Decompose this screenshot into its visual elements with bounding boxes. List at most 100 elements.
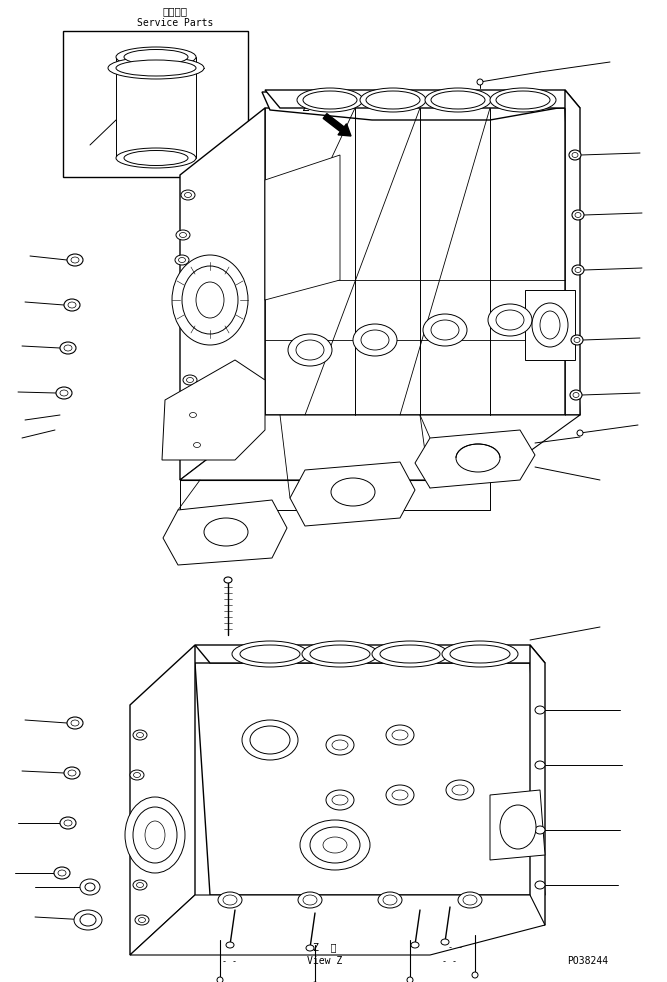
Ellipse shape	[452, 785, 468, 795]
Ellipse shape	[182, 266, 238, 334]
Ellipse shape	[306, 945, 314, 951]
Ellipse shape	[60, 390, 68, 396]
Ellipse shape	[425, 88, 491, 112]
Ellipse shape	[133, 730, 147, 740]
Ellipse shape	[64, 299, 80, 311]
Ellipse shape	[58, 870, 66, 876]
Ellipse shape	[477, 79, 483, 85]
Ellipse shape	[386, 725, 414, 745]
FancyArrow shape	[323, 114, 351, 136]
Ellipse shape	[361, 330, 389, 350]
Ellipse shape	[442, 641, 518, 667]
Ellipse shape	[56, 387, 72, 399]
Ellipse shape	[575, 212, 581, 217]
Ellipse shape	[124, 49, 188, 65]
Polygon shape	[265, 155, 340, 300]
Ellipse shape	[71, 720, 79, 726]
Ellipse shape	[572, 265, 584, 275]
Ellipse shape	[71, 257, 79, 263]
Ellipse shape	[500, 805, 536, 849]
Ellipse shape	[217, 977, 223, 982]
Ellipse shape	[535, 706, 545, 714]
Polygon shape	[530, 645, 545, 925]
Text: View Z: View Z	[307, 956, 343, 966]
Text: - -: - -	[448, 943, 462, 952]
Ellipse shape	[310, 645, 370, 663]
Ellipse shape	[458, 892, 482, 908]
Ellipse shape	[392, 790, 408, 800]
Polygon shape	[130, 645, 195, 955]
Ellipse shape	[116, 47, 196, 67]
Ellipse shape	[196, 282, 224, 318]
Ellipse shape	[54, 867, 70, 879]
Ellipse shape	[490, 88, 556, 112]
Ellipse shape	[366, 91, 420, 109]
Ellipse shape	[332, 795, 348, 805]
Ellipse shape	[569, 150, 581, 160]
Ellipse shape	[378, 892, 402, 908]
Text: - -: - -	[223, 956, 237, 965]
Text: Z: Z	[302, 100, 309, 114]
Polygon shape	[565, 90, 580, 415]
Ellipse shape	[133, 807, 177, 863]
Ellipse shape	[383, 895, 397, 905]
Polygon shape	[525, 290, 575, 360]
Ellipse shape	[407, 977, 413, 982]
Text: Service Parts: Service Parts	[137, 18, 213, 28]
Ellipse shape	[130, 770, 144, 780]
Text: 補給専用: 補給専用	[163, 6, 187, 16]
Text: Z  視: Z 視	[313, 942, 337, 952]
Polygon shape	[290, 462, 415, 526]
Ellipse shape	[441, 939, 449, 945]
Ellipse shape	[60, 342, 76, 354]
Polygon shape	[195, 663, 545, 895]
Ellipse shape	[124, 150, 188, 166]
Ellipse shape	[68, 302, 76, 308]
Ellipse shape	[190, 440, 204, 450]
Ellipse shape	[392, 730, 408, 740]
Ellipse shape	[303, 895, 317, 905]
Ellipse shape	[297, 88, 363, 112]
Polygon shape	[63, 31, 248, 177]
Ellipse shape	[372, 641, 448, 667]
Ellipse shape	[67, 717, 83, 729]
Ellipse shape	[535, 881, 545, 889]
Polygon shape	[163, 500, 287, 565]
Polygon shape	[195, 645, 545, 663]
Ellipse shape	[116, 60, 196, 76]
Ellipse shape	[133, 880, 147, 890]
Ellipse shape	[535, 826, 545, 834]
Polygon shape	[265, 90, 580, 108]
Ellipse shape	[472, 972, 478, 978]
Ellipse shape	[353, 324, 397, 356]
Ellipse shape	[64, 820, 72, 826]
Ellipse shape	[176, 230, 190, 240]
Ellipse shape	[300, 820, 370, 870]
Ellipse shape	[326, 790, 354, 810]
Ellipse shape	[570, 390, 582, 400]
Ellipse shape	[496, 91, 550, 109]
Ellipse shape	[133, 773, 141, 778]
Ellipse shape	[323, 837, 347, 853]
Ellipse shape	[224, 577, 232, 583]
Ellipse shape	[232, 641, 308, 667]
Ellipse shape	[296, 340, 324, 360]
Ellipse shape	[540, 311, 560, 339]
Ellipse shape	[423, 314, 467, 346]
Ellipse shape	[181, 190, 195, 200]
Ellipse shape	[572, 210, 584, 220]
Polygon shape	[180, 108, 265, 480]
Ellipse shape	[310, 827, 360, 863]
Ellipse shape	[326, 735, 354, 755]
Ellipse shape	[332, 740, 348, 750]
Ellipse shape	[68, 770, 76, 776]
Ellipse shape	[226, 942, 234, 948]
Ellipse shape	[64, 345, 72, 351]
Ellipse shape	[108, 57, 204, 79]
Ellipse shape	[288, 334, 332, 366]
Ellipse shape	[175, 255, 189, 265]
Ellipse shape	[135, 915, 149, 925]
Ellipse shape	[64, 767, 80, 779]
Ellipse shape	[137, 733, 143, 737]
Ellipse shape	[302, 641, 378, 667]
